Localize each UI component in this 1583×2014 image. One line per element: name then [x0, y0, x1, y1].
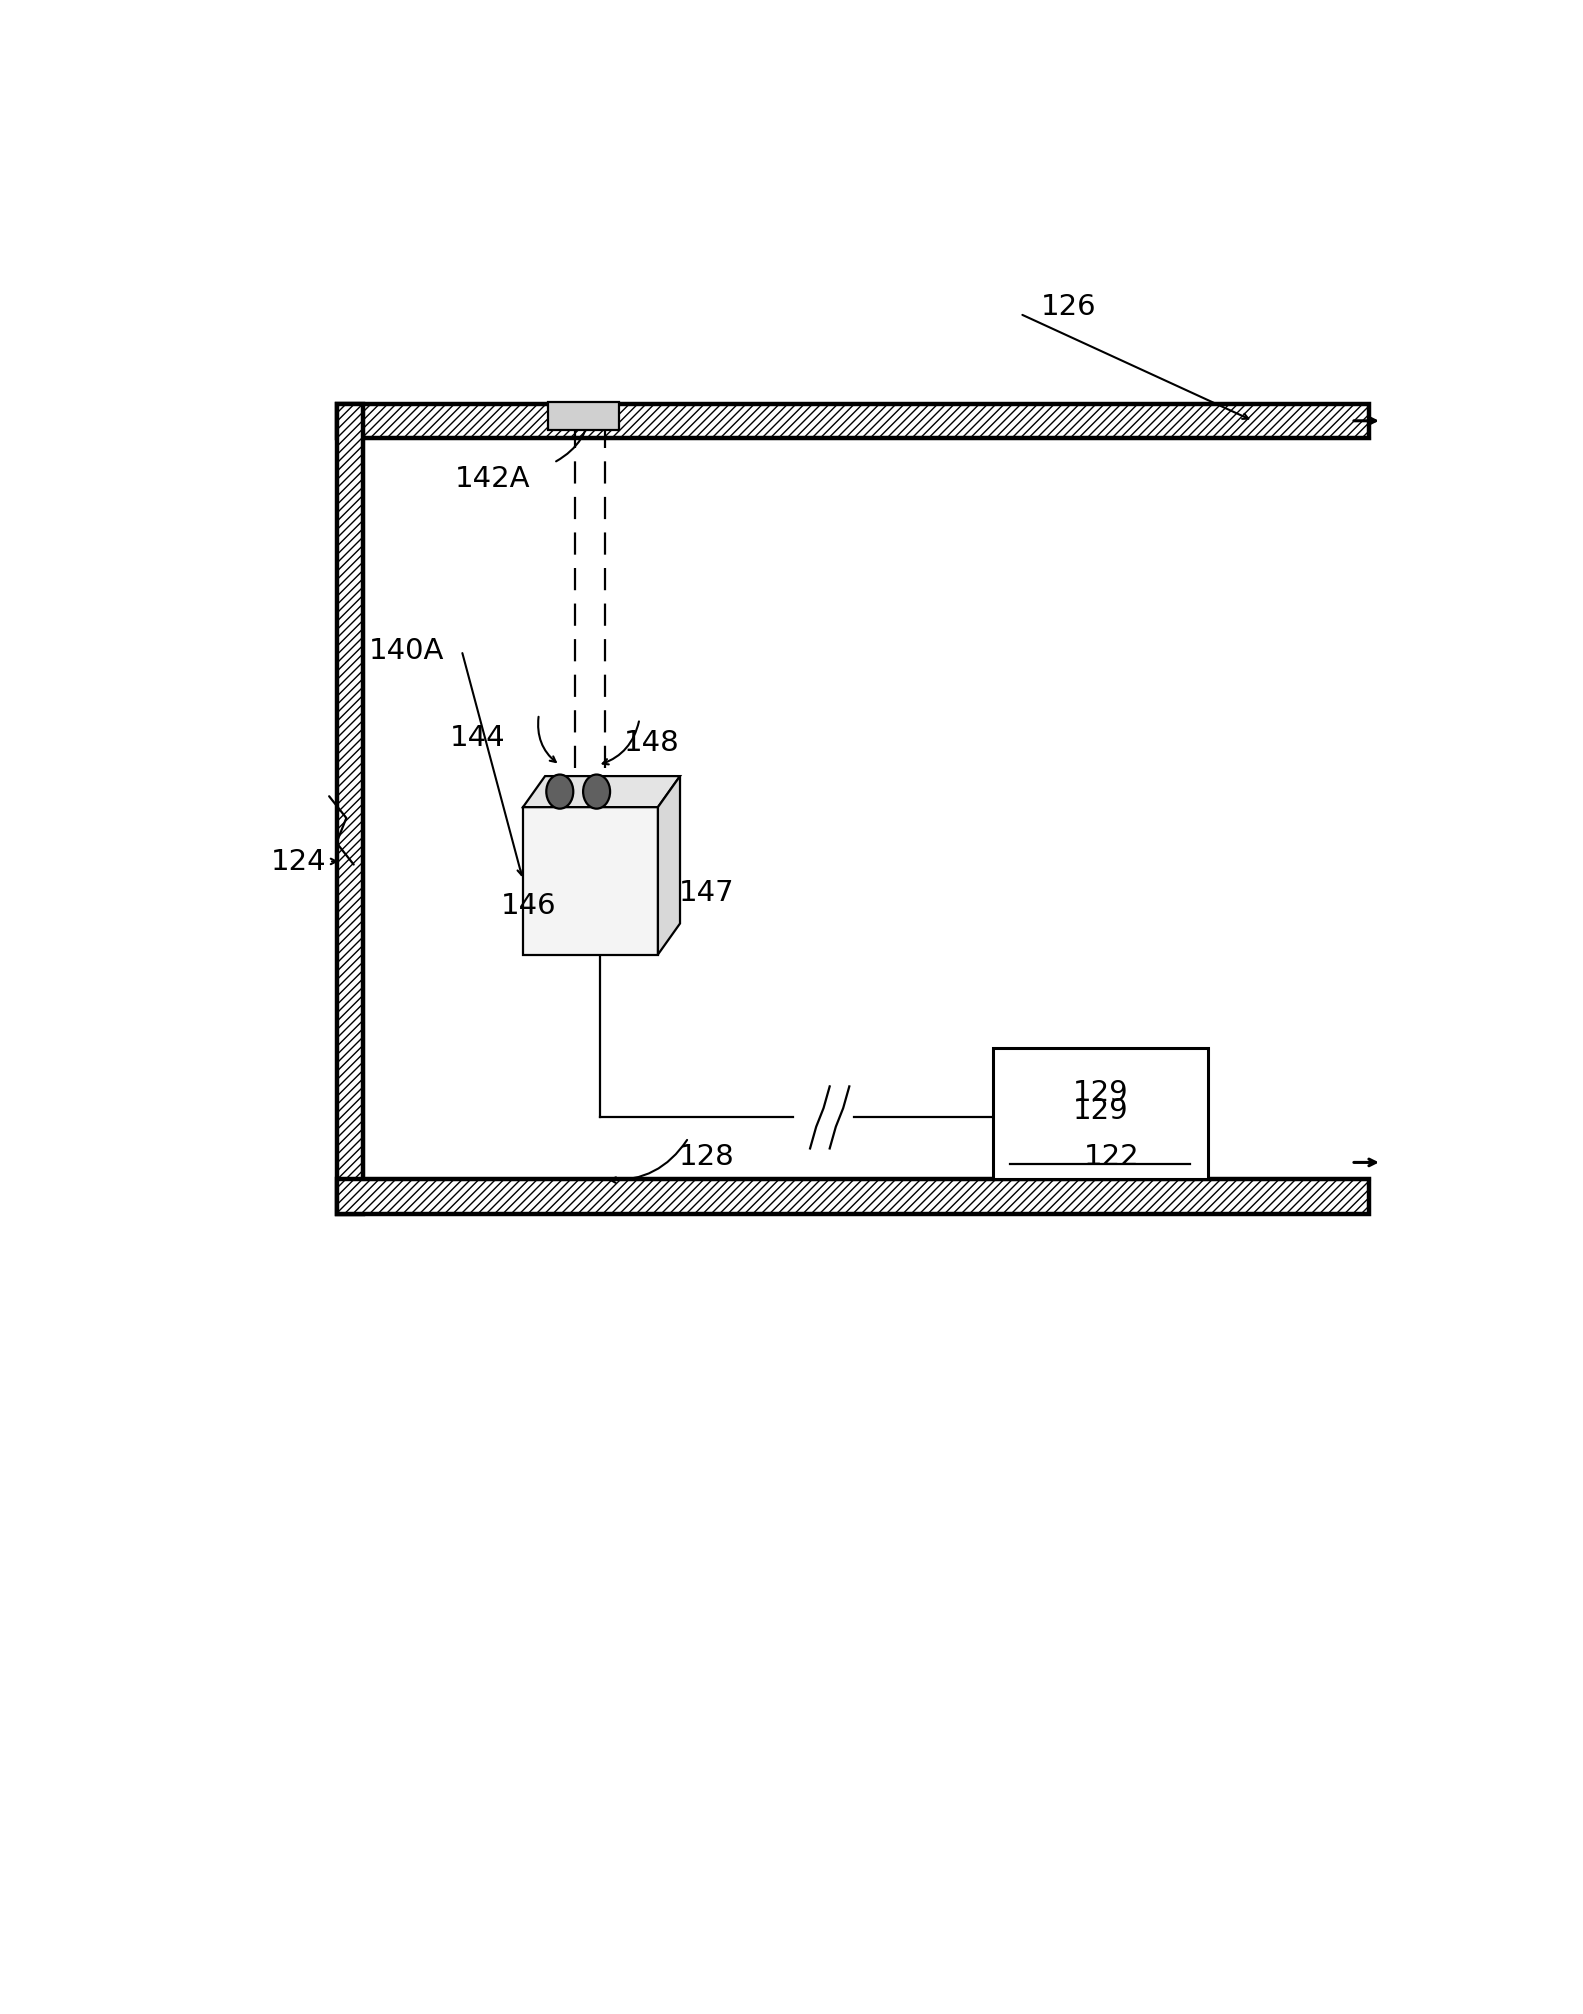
- Bar: [548, 403, 619, 431]
- Text: 147: 147: [679, 878, 735, 906]
- Polygon shape: [659, 777, 681, 955]
- Text: 140A: 140A: [369, 636, 445, 665]
- Text: 124: 124: [271, 848, 326, 876]
- Text: 128: 128: [679, 1142, 735, 1170]
- Bar: [337, 405, 1369, 439]
- Text: 126: 126: [1042, 292, 1097, 320]
- Text: 148: 148: [624, 729, 679, 757]
- Bar: [522, 808, 659, 955]
- Text: 144: 144: [450, 723, 505, 751]
- Polygon shape: [522, 777, 681, 808]
- Text: 129: 129: [1072, 1077, 1129, 1106]
- Text: 146: 146: [502, 892, 557, 920]
- Bar: [364, 405, 1277, 1180]
- Text: 129: 129: [1073, 1096, 1129, 1124]
- Circle shape: [583, 775, 609, 810]
- Circle shape: [546, 775, 573, 810]
- Text: 142A: 142A: [454, 465, 530, 493]
- Bar: [337, 405, 364, 1214]
- Bar: [993, 1047, 1208, 1180]
- Bar: [337, 1180, 1369, 1214]
- Text: 122: 122: [1084, 1142, 1140, 1170]
